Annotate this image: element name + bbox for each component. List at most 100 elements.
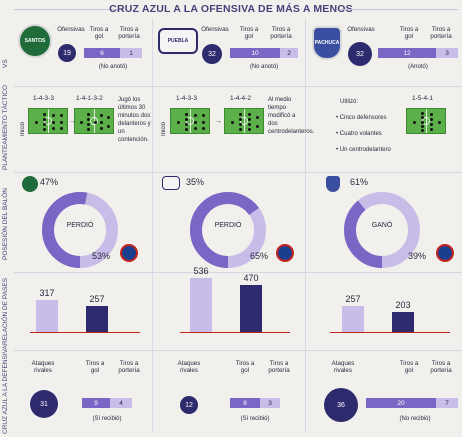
- player-dot: [185, 117, 189, 121]
- defense-note: (No recibió): [399, 416, 431, 422]
- ataques-value: 36: [324, 388, 358, 422]
- section-label-vs: VS: [2, 59, 9, 69]
- rival-possession: 35%: [186, 177, 205, 187]
- player-dot: [239, 128, 243, 132]
- player-dot: [43, 123, 47, 127]
- player-dot: [202, 120, 206, 124]
- section-label-posesion: POSESIÓN DEL BALÓN: [2, 188, 9, 261]
- player-dot: [43, 117, 47, 121]
- cruz-azul-crest-icon: [436, 244, 454, 262]
- tiros-gol-value: 9: [82, 398, 110, 408]
- match-result: GANÓ: [371, 222, 393, 229]
- tiros-porteria-value: 7: [436, 398, 458, 408]
- player-dot: [60, 127, 64, 130]
- page-title: CRUZ AZUL A LA OFENSIVA DE MÁS A MENOS: [109, 3, 353, 15]
- title-rule-left: [14, 9, 124, 10]
- player-dot: [51, 127, 55, 130]
- player-dot: [79, 120, 83, 124]
- player-dot: [193, 114, 197, 117]
- section-label-defensiva: CRUZ AZUL A LA DEFENSIVA: [2, 345, 9, 434]
- cruz-passes-value: 470: [243, 273, 259, 283]
- player-dot: [239, 117, 243, 121]
- tiros-bar: 20 7: [366, 398, 458, 408]
- offense-note: (No anotó): [249, 64, 279, 70]
- tiros-porteria-value: 1: [120, 48, 142, 58]
- tiros-bar: 9 4: [82, 398, 132, 408]
- cruz-possession: 65%: [250, 251, 269, 261]
- ataques-value: 12: [180, 396, 198, 414]
- player-dot: [429, 117, 433, 121]
- player-dot: [185, 128, 189, 132]
- player-dot: [256, 116, 260, 120]
- player-dot: [247, 123, 251, 127]
- tiros-bar: 10 2: [230, 48, 298, 58]
- rival-passes-bar: [190, 278, 212, 332]
- tactic-note: Al medio tiempo modificó a dos centrodel…: [268, 97, 315, 135]
- ofensivas-value: 32: [202, 44, 222, 64]
- divider: [14, 86, 462, 87]
- header-tiros-porteria: Tiros a portería: [268, 360, 290, 374]
- cruz-possession-arc: [42, 192, 118, 268]
- player-dot: [202, 127, 206, 130]
- cruz-azul-crest-icon: [120, 244, 138, 262]
- pachuca-crest-icon: [326, 176, 340, 192]
- player-dot: [438, 120, 442, 124]
- header-tiros-gol: Tiros a gol: [235, 360, 255, 374]
- tiros-gol-value: 8: [230, 398, 260, 408]
- baseline: [180, 332, 290, 333]
- cruz-possession: 39%: [408, 251, 427, 261]
- player-dot: [429, 128, 433, 132]
- field-formation-change: [74, 108, 114, 134]
- possession-ring: [42, 192, 118, 268]
- player-dot: [193, 120, 197, 124]
- cruz-possession-arc: [344, 192, 420, 268]
- header-ofensivas: Ofensivas: [201, 26, 229, 33]
- header-tiros-gol: Tiros a gol: [85, 360, 105, 374]
- utilizo-label: Utilizó:: [340, 99, 359, 105]
- player-dot: [176, 120, 180, 124]
- header-ataques-rivales: Ataques rivales: [331, 360, 355, 374]
- formation-change: 1-4-1-3-2: [76, 95, 103, 102]
- rival-passes-value: 536: [193, 266, 209, 276]
- header-tiros-gol: Tiros a gol: [399, 360, 419, 374]
- offense-note: (No anotó): [98, 64, 128, 70]
- tiros-gol-value: 20: [366, 398, 436, 408]
- ataques-value: 31: [30, 390, 58, 418]
- player-dot: [429, 112, 433, 116]
- pachuca-crest-icon: PACHUCA: [312, 26, 342, 60]
- player-dot: [421, 124, 425, 128]
- player-dot: [421, 129, 425, 133]
- rival-passes-value: 257: [345, 294, 361, 304]
- arrow-icon: →: [69, 118, 76, 125]
- cruz-passes-value: 257: [89, 294, 105, 304]
- player-dot: [43, 128, 47, 132]
- rival-possession: 61%: [350, 177, 369, 187]
- player-dot: [412, 120, 416, 124]
- player-dot: [86, 128, 90, 132]
- player-dot: [421, 116, 425, 120]
- bullet-text: Cuatro volantes: [339, 131, 382, 137]
- header-tiros-gol: Tiros a gol: [399, 26, 419, 40]
- bullet-item: • Cinco defensores: [336, 115, 387, 121]
- divider: [14, 350, 462, 351]
- field-formation: [406, 108, 446, 134]
- formation-change: 1-5-4-1: [412, 95, 433, 102]
- defense-note: (Sí recibió): [240, 416, 270, 422]
- player-dot: [239, 123, 243, 127]
- player-dot: [429, 123, 433, 127]
- section-label-tactico: PLANTEAMIENTO TÁCTICO: [2, 85, 9, 170]
- cruz-possession-arc: [190, 192, 266, 268]
- tiros-bar: 6 1: [84, 48, 142, 58]
- cruz-passes-bar: [240, 285, 262, 332]
- title-rule-right: [340, 9, 458, 10]
- cruz-passes-bar: [86, 306, 108, 332]
- tiros-porteria-value: 3: [260, 398, 280, 408]
- possession-ring: [190, 192, 266, 268]
- player-dot: [107, 116, 111, 120]
- player-dot: [239, 112, 243, 116]
- possession-ring: [344, 192, 420, 268]
- header-ofensivas: Ofensivas: [347, 26, 375, 33]
- tiros-bar: 8 3: [230, 398, 280, 408]
- cruz-passes-value: 203: [395, 300, 411, 310]
- santos-crest-icon: SANTOS: [18, 24, 52, 58]
